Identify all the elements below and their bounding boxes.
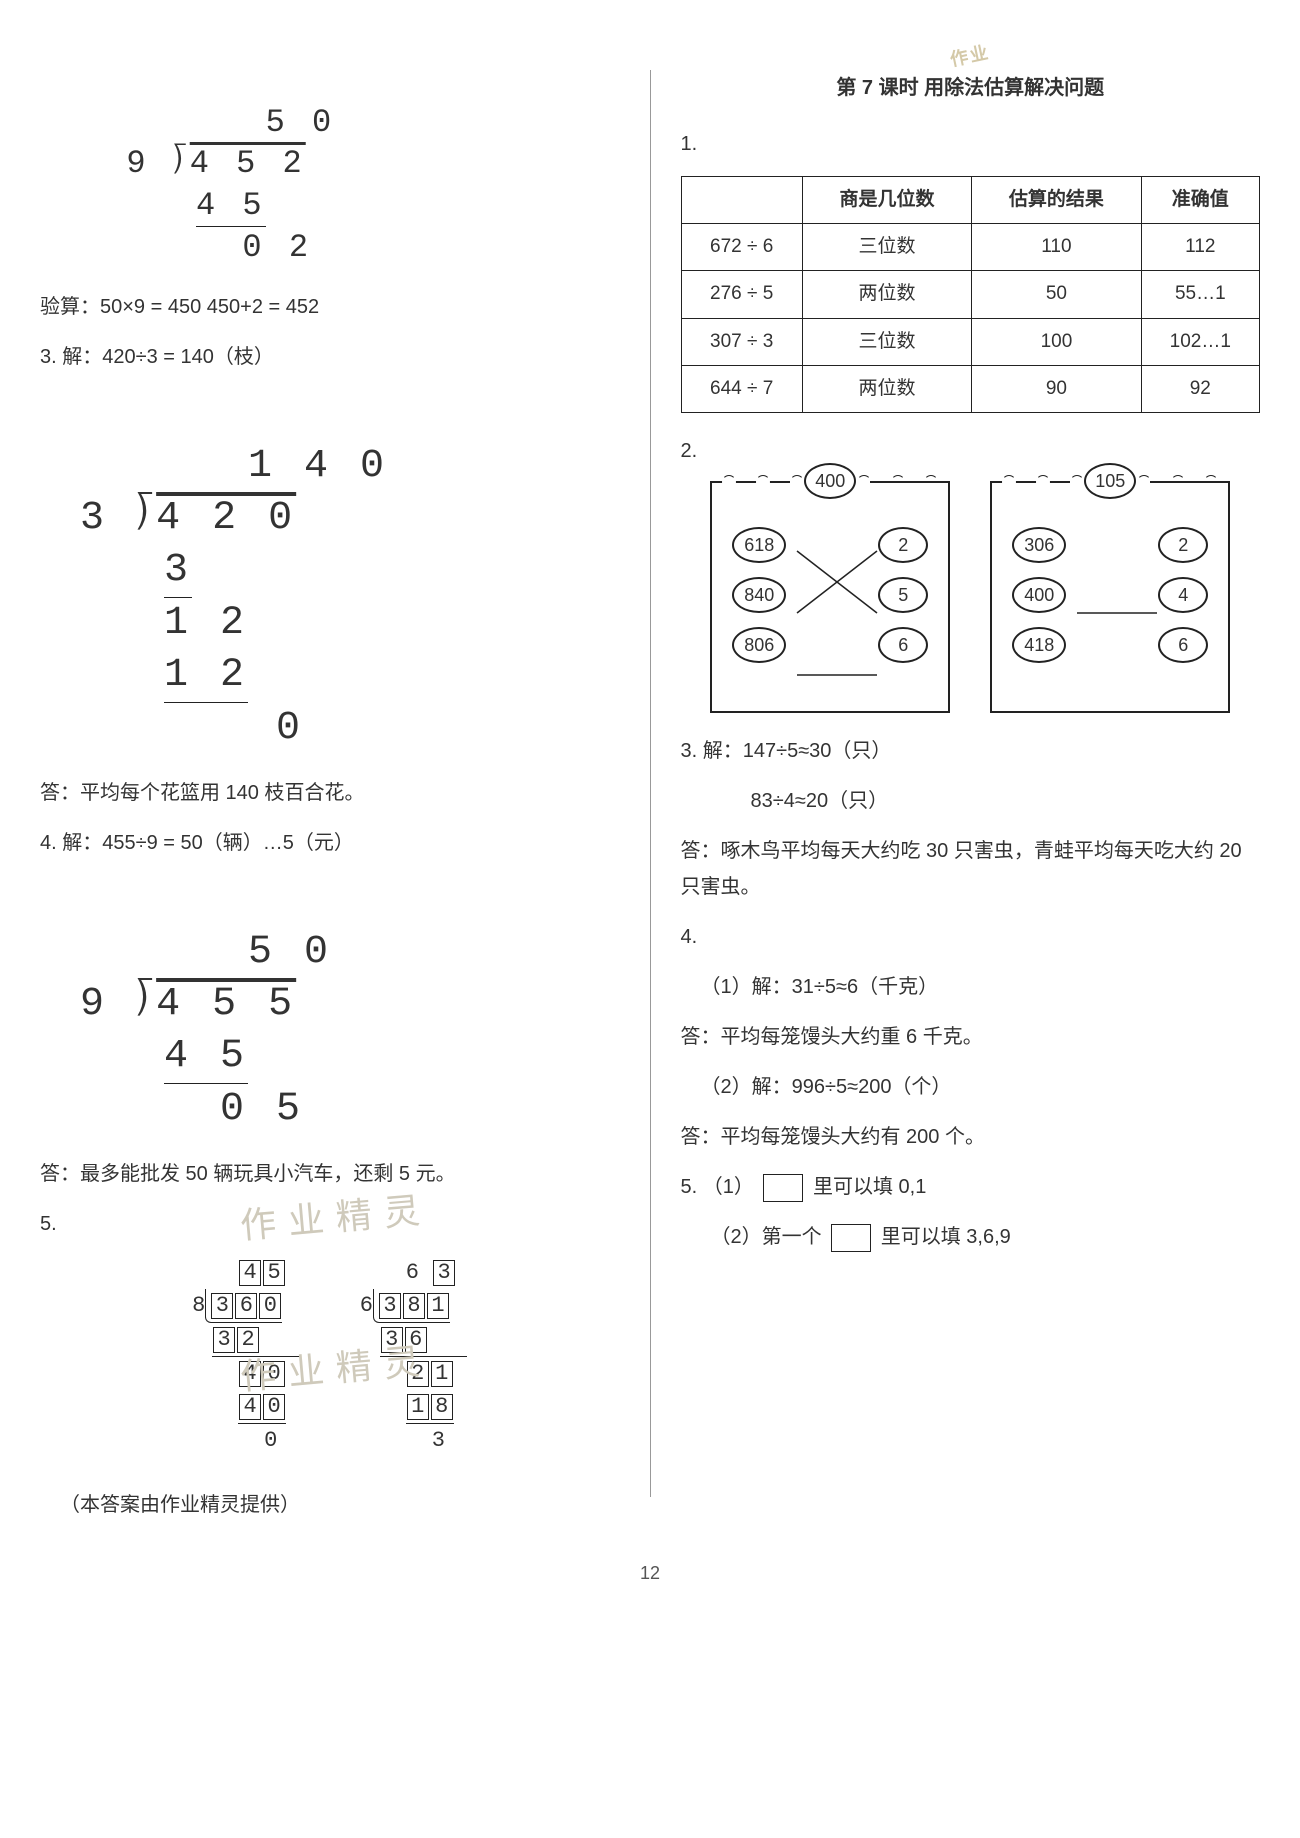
- long-division-3: 5 0 9 ⟌4 5 5 4 5 0 5: [80, 875, 620, 1136]
- estimation-table: 商是几位数 估算的结果 准确值 672 ÷ 6 三位数 110 112 276 …: [681, 176, 1261, 413]
- boxB-r0: 2: [1158, 527, 1208, 563]
- ld2-dividend: 4 2 0: [156, 496, 296, 541]
- r-q3a: 3. 解：147÷5≈30（只）: [681, 733, 1261, 769]
- check-text: 验算：50×9 = 450 450+2 = 452: [40, 289, 620, 325]
- a3: 答：平均每个花篮用 140 枝百合花。: [40, 775, 620, 811]
- ld1-quotient: 5 0: [266, 104, 336, 141]
- ld2-divisor: 3: [80, 496, 108, 541]
- th2: 估算的结果: [972, 177, 1141, 224]
- q5: 5.: [40, 1206, 620, 1242]
- long-division-2: 1 4 0 3 ⟌4 2 0 3 1 2 1 2 0: [80, 389, 620, 755]
- boxA-r0: 2: [878, 527, 928, 563]
- table-row: 276 ÷ 5 两位数 50 55…1: [681, 271, 1260, 318]
- boxA-l2: 806: [732, 627, 786, 663]
- r-q2: 2.: [681, 433, 1261, 469]
- q4: 4. 解：455÷9 = 50（辆）…5（元）: [40, 825, 620, 861]
- r-q4-2: （2）解：996÷5≈200（个）: [681, 1069, 1261, 1105]
- r-q1: 1.: [681, 126, 1261, 162]
- ld1-rem: 0 2: [242, 229, 312, 266]
- boxB-l1: 400: [1012, 577, 1066, 613]
- problem5-divisions: 45 8360 32 40 40 0 6 3 6381 36 21 18 3: [40, 1256, 620, 1457]
- r-a4-1: 答：平均每笼馒头大约重 6 千克。: [681, 1019, 1261, 1055]
- ld2-s3: 1 2: [164, 650, 248, 703]
- page: 5 0 9 ⟌4 5 2 4 5 0 2 验算：50×9 = 450 450+2…: [40, 50, 1260, 1537]
- boxA-top: 400: [804, 463, 856, 499]
- a4: 答：最多能批发 50 辆玩具小汽车，还剩 5 元。: [40, 1156, 620, 1192]
- r-q5-1: 5. （1） 里可以填 0,1: [681, 1169, 1261, 1205]
- table-header-row: 商是几位数 估算的结果 准确值: [681, 177, 1260, 224]
- ld3-dividend: 4 5 5: [156, 982, 296, 1027]
- q3: 3. 解：420÷3 = 140（枝）: [40, 339, 620, 375]
- boxB-l0: 306: [1012, 527, 1066, 563]
- r-a3: 答：啄木鸟平均每天大约吃 30 只害虫，青蛙平均每天吃大约 20 只害虫。: [681, 833, 1261, 905]
- match-box-b: 105 3062 4004 4186: [990, 483, 1230, 713]
- ld3-s1: 4 5: [164, 1031, 248, 1084]
- ld3-quotient: 5 0: [248, 930, 332, 975]
- left-column: 5 0 9 ⟌4 5 2 4 5 0 2 验算：50×9 = 450 450+2…: [40, 50, 620, 1537]
- credit: （本答案由作业精灵提供）: [40, 1487, 620, 1523]
- boxB-r1: 4: [1158, 577, 1208, 613]
- ld3-rem: 0 5: [220, 1087, 304, 1132]
- r-q3b: 83÷4≈20（只）: [681, 783, 1261, 819]
- boxA-l0: 618: [732, 527, 786, 563]
- ld3-divisor: 9: [80, 982, 108, 1027]
- th1: 商是几位数: [802, 177, 971, 224]
- right-column: 第 7 课时 用除法估算解决问题 1. 商是几位数 估算的结果 准确值 672 …: [681, 50, 1261, 1537]
- column-divider: [650, 70, 651, 1497]
- boxB-l2: 418: [1012, 627, 1066, 663]
- ld2-s2: 1 2: [164, 601, 248, 646]
- boxA-l1: 840: [732, 577, 786, 613]
- long-division-1: 5 0 9 ⟌4 5 2 4 5 0 2: [80, 60, 620, 269]
- matching-diagram: 400 6182 8405 8066 105 3062 4004 4186: [681, 483, 1261, 713]
- r-q5-2: （2）第一个 里可以填 3,6,9: [681, 1219, 1261, 1255]
- table-row: 307 ÷ 3 三位数 100 102…1: [681, 318, 1260, 365]
- ld2-quotient: 1 4 0: [248, 444, 388, 489]
- ld2-s1: 3: [164, 545, 192, 598]
- blank-box-icon: [831, 1224, 871, 1252]
- table-row: 644 ÷ 7 两位数 90 92: [681, 365, 1260, 412]
- p5a: 45 8360 32 40 40 0: [192, 1256, 300, 1457]
- ld1-step1: 4 5: [196, 185, 266, 228]
- table-row: 672 ÷ 6 三位数 110 112: [681, 224, 1260, 271]
- ld1-divisor: 9: [126, 145, 149, 182]
- r-a4-2: 答：平均每笼馒头大约有 200 个。: [681, 1119, 1261, 1155]
- p5b: 6 3 6381 36 21 18 3: [360, 1256, 468, 1457]
- boxB-r2: 6: [1158, 627, 1208, 663]
- th3: 准确值: [1141, 177, 1259, 224]
- r-q4: 4.: [681, 919, 1261, 955]
- blank-box-icon: [763, 1174, 803, 1202]
- match-box-a: 400 6182 8405 8066: [710, 483, 950, 713]
- ld2-rem: 0: [276, 706, 304, 751]
- th0: [681, 177, 802, 224]
- lesson-title: 第 7 课时 用除法估算解决问题: [681, 70, 1261, 106]
- boxA-r2: 6: [878, 627, 928, 663]
- boxB-top: 105: [1084, 463, 1136, 499]
- ld1-dividend: 4 5 2: [190, 145, 306, 182]
- boxA-r1: 5: [878, 577, 928, 613]
- page-number: 12: [40, 1557, 1260, 1589]
- r-q4-1: （1）解：31÷5≈6（千克）: [681, 969, 1261, 1005]
